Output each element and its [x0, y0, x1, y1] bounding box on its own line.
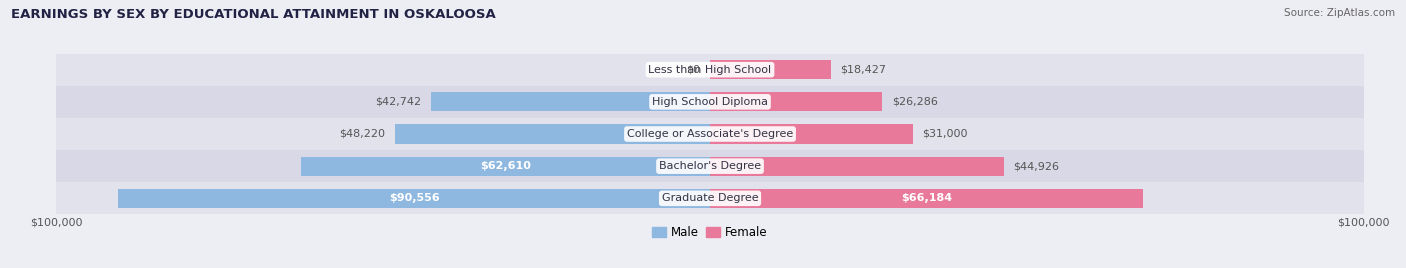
Bar	[710, 60, 831, 79]
Bar	[301, 157, 710, 176]
Bar	[56, 118, 1364, 150]
Bar	[430, 92, 710, 111]
Bar	[56, 150, 1364, 182]
Text: $31,000: $31,000	[922, 129, 967, 139]
Text: $26,286: $26,286	[891, 97, 938, 107]
Text: Less than High School: Less than High School	[648, 65, 772, 75]
Bar	[56, 86, 1364, 118]
Text: $18,427: $18,427	[841, 65, 886, 75]
Text: $66,184: $66,184	[901, 193, 952, 203]
Bar	[56, 182, 1364, 214]
Bar	[710, 189, 1143, 208]
Text: College or Associate's Degree: College or Associate's Degree	[627, 129, 793, 139]
Legend: Male, Female: Male, Female	[648, 221, 772, 244]
Text: Graduate Degree: Graduate Degree	[662, 193, 758, 203]
Text: $62,610: $62,610	[479, 161, 531, 171]
Text: $42,742: $42,742	[374, 97, 420, 107]
Text: EARNINGS BY SEX BY EDUCATIONAL ATTAINMENT IN OSKALOOSA: EARNINGS BY SEX BY EDUCATIONAL ATTAINMEN…	[11, 8, 496, 21]
Text: $48,220: $48,220	[339, 129, 385, 139]
Text: Source: ZipAtlas.com: Source: ZipAtlas.com	[1284, 8, 1395, 18]
Text: $0: $0	[686, 65, 700, 75]
Bar	[56, 54, 1364, 86]
Bar	[710, 92, 882, 111]
Bar	[118, 189, 710, 208]
Bar	[395, 124, 710, 144]
Text: $44,926: $44,926	[1014, 161, 1060, 171]
Text: Bachelor's Degree: Bachelor's Degree	[659, 161, 761, 171]
Bar	[710, 124, 912, 144]
Text: $90,556: $90,556	[388, 193, 439, 203]
Text: High School Diploma: High School Diploma	[652, 97, 768, 107]
Bar	[710, 157, 1004, 176]
